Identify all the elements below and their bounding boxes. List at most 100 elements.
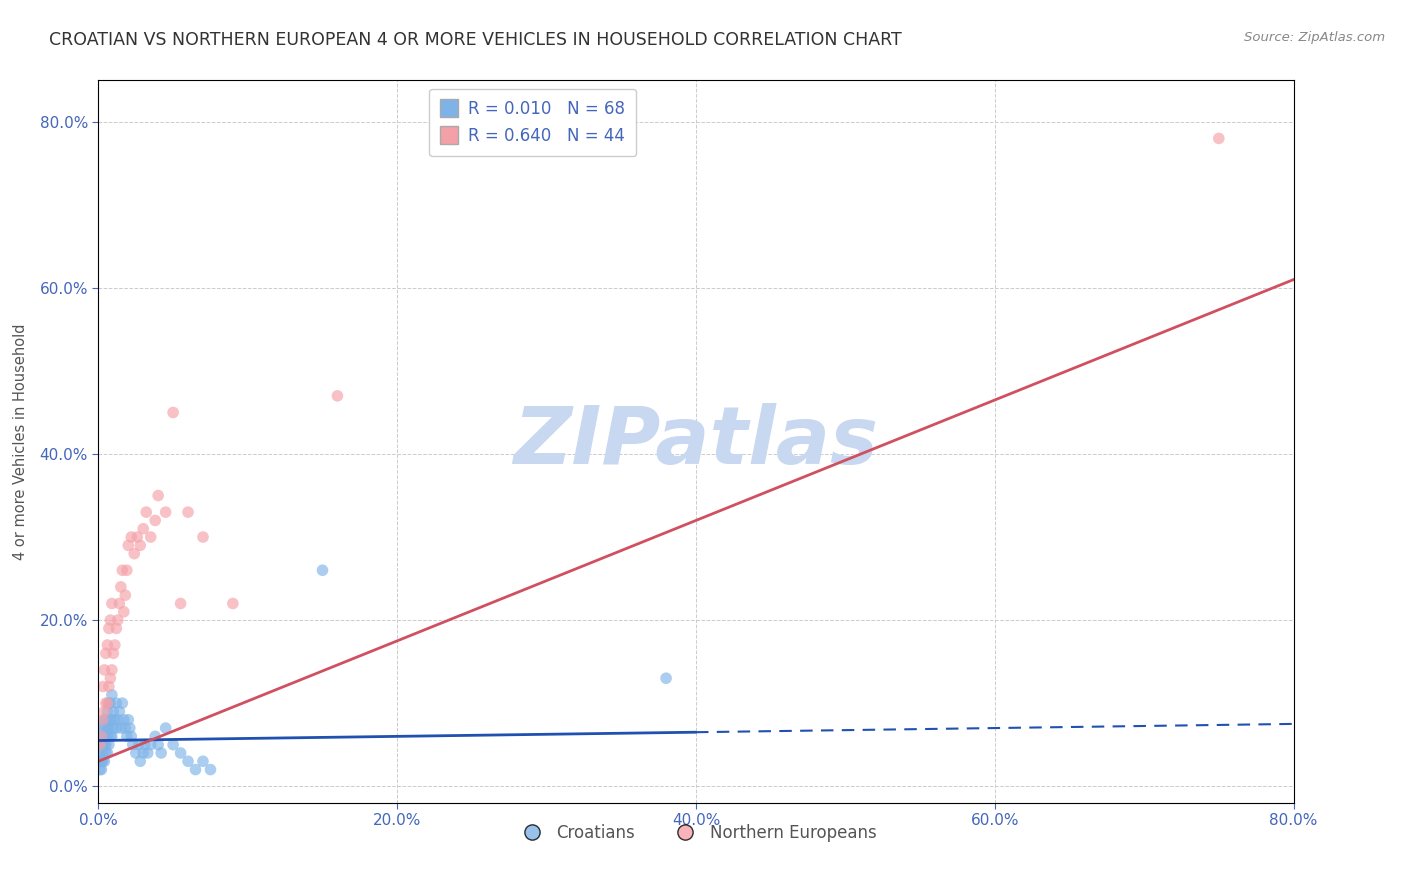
Point: [132, 522, 155, 536]
Point: [110, 721, 132, 735]
Point: [89, 746, 111, 760]
Point: [177, 754, 200, 768]
Point: [222, 597, 245, 611]
Point: [111, 696, 134, 710]
Point: [96, 705, 118, 719]
Point: [91, 746, 114, 760]
Text: ZIPatlas: ZIPatlas: [513, 402, 879, 481]
Point: [97, 680, 120, 694]
Point: [90, 730, 112, 744]
Point: [125, 746, 148, 760]
Point: [120, 730, 142, 744]
Point: [89, 738, 111, 752]
Point: [124, 547, 146, 561]
Point: [128, 738, 150, 752]
Point: [96, 746, 118, 760]
Point: [101, 597, 124, 611]
Point: [101, 730, 124, 744]
Point: [143, 513, 166, 527]
Point: [129, 538, 152, 552]
Point: [105, 621, 128, 635]
Point: [311, 563, 333, 577]
Point: [93, 738, 115, 752]
Point: [98, 613, 122, 627]
Point: [169, 597, 191, 611]
Point: [98, 671, 122, 685]
Point: [93, 663, 115, 677]
Point: [108, 705, 131, 719]
Point: [105, 721, 128, 735]
Point: [108, 597, 131, 611]
Point: [117, 538, 139, 552]
Point: [93, 713, 115, 727]
Text: Source: ZipAtlas.com: Source: ZipAtlas.com: [1244, 31, 1385, 45]
Point: [93, 754, 115, 768]
Point: [115, 730, 138, 744]
Point: [94, 696, 117, 710]
Point: [132, 746, 155, 760]
Point: [93, 721, 115, 735]
Point: [94, 738, 117, 752]
Point: [127, 530, 149, 544]
Point: [112, 713, 135, 727]
Legend: Croatians, Northern Europeans: Croatians, Northern Europeans: [508, 817, 884, 848]
Point: [169, 746, 191, 760]
Point: [94, 746, 117, 760]
Point: [97, 738, 120, 752]
Point: [191, 754, 214, 768]
Point: [129, 754, 152, 768]
Point: [93, 705, 115, 719]
Point: [143, 730, 166, 744]
Point: [120, 530, 142, 544]
Point: [136, 746, 159, 760]
Point: [114, 721, 136, 735]
Point: [110, 580, 132, 594]
Point: [103, 646, 125, 660]
Point: [97, 621, 120, 635]
Point: [177, 505, 200, 519]
Point: [139, 738, 162, 752]
Point: [112, 605, 135, 619]
Point: [98, 696, 122, 710]
Point: [90, 730, 112, 744]
Point: [1208, 131, 1230, 145]
Point: [107, 613, 129, 627]
Point: [101, 688, 124, 702]
Point: [150, 746, 173, 760]
Point: [94, 713, 117, 727]
Point: [91, 754, 114, 768]
Point: [94, 730, 117, 744]
Point: [134, 738, 156, 752]
Point: [98, 730, 122, 744]
Point: [91, 730, 114, 744]
Point: [191, 530, 214, 544]
Point: [104, 638, 127, 652]
Point: [97, 721, 120, 735]
Point: [115, 563, 138, 577]
Point: [90, 763, 112, 777]
Point: [90, 721, 112, 735]
Point: [101, 663, 124, 677]
Point: [96, 696, 118, 710]
Point: [96, 638, 118, 652]
Point: [139, 530, 162, 544]
Point: [118, 721, 141, 735]
Point: [89, 738, 111, 752]
Point: [91, 680, 114, 694]
Point: [101, 713, 124, 727]
Point: [117, 713, 139, 727]
Point: [97, 696, 120, 710]
Point: [94, 646, 117, 660]
Point: [107, 713, 129, 727]
Point: [326, 389, 349, 403]
Text: CROATIAN VS NORTHERN EUROPEAN 4 OR MORE VEHICLES IN HOUSEHOLD CORRELATION CHART: CROATIAN VS NORTHERN EUROPEAN 4 OR MORE …: [49, 31, 903, 49]
Point: [96, 721, 118, 735]
Point: [103, 721, 125, 735]
Point: [96, 730, 118, 744]
Point: [184, 763, 207, 777]
Point: [148, 489, 170, 503]
Point: [200, 763, 222, 777]
Point: [90, 754, 112, 768]
Point: [98, 713, 122, 727]
Point: [162, 405, 184, 419]
